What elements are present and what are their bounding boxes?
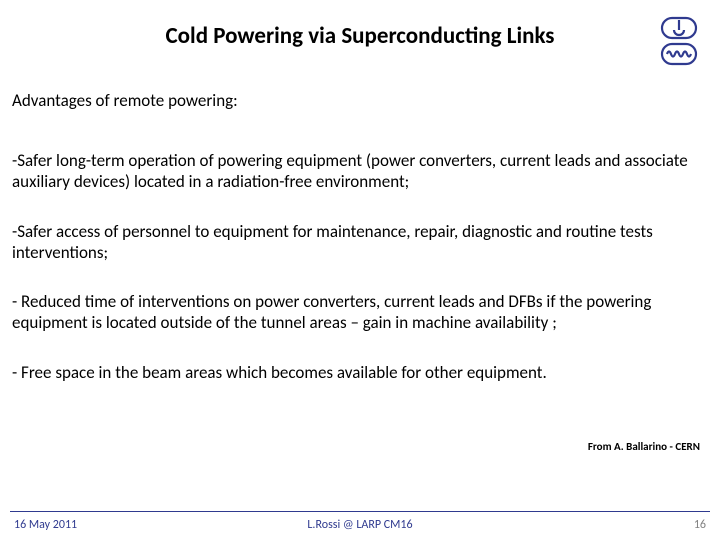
subheading: Advantages of remote powering: xyxy=(12,90,238,111)
slide: Cold Powering via Superconducting Links … xyxy=(0,0,720,540)
slide-title: Cold Powering via Superconducting Links xyxy=(0,22,720,50)
footer-divider xyxy=(10,511,710,512)
bullet-4: - Free space in the beam areas which bec… xyxy=(12,362,702,383)
attribution: From A. Ballarino - CERN xyxy=(588,440,700,453)
body-text: -Safer long-term operation of powering e… xyxy=(12,150,702,387)
footer-center: L.Rossi @ LARP CM16 xyxy=(0,518,720,532)
page-number: 16 xyxy=(694,518,706,532)
logo-icon xyxy=(656,16,702,71)
bullet-2: -Safer access of personnel to equipment … xyxy=(12,221,702,264)
bullet-1: -Safer long-term operation of powering e… xyxy=(12,150,702,193)
bullet-3: - Reduced time of interventions on power… xyxy=(12,291,702,334)
